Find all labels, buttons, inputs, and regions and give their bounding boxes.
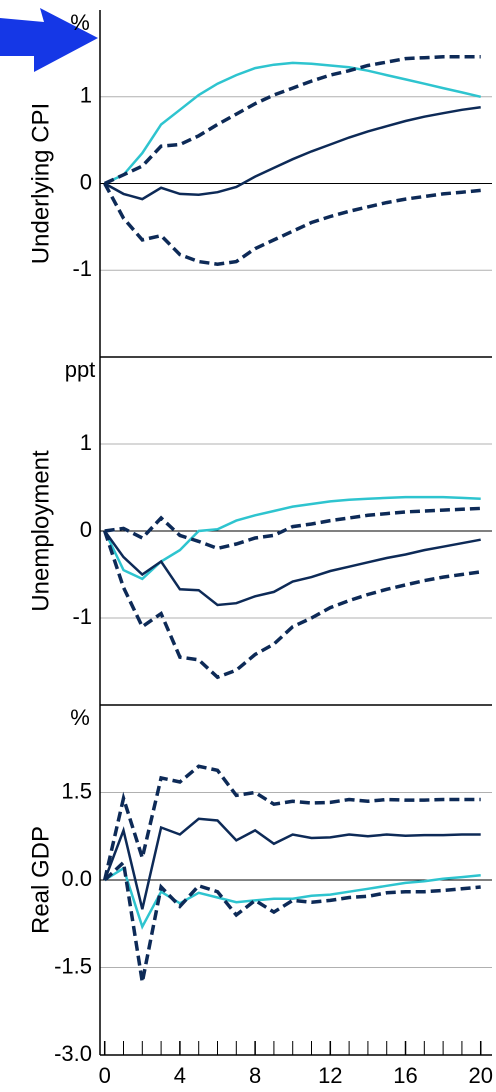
y-tick-label: 1 (80, 83, 92, 108)
y-axis-label: Unemployment (27, 450, 54, 612)
series-line (104, 105, 481, 201)
y-tick-label: 1.5 (61, 778, 92, 803)
y-tick-label: -1 (72, 604, 92, 629)
x-tick-label: 0 (99, 1063, 111, 1088)
series-line (104, 506, 481, 551)
series-line (103, 817, 481, 910)
series-line (104, 866, 481, 930)
x-tick-label: 20 (468, 1063, 492, 1088)
unit-label: ppt (65, 357, 96, 382)
x-tick-label: 8 (249, 1063, 261, 1088)
y-tick-label: 1 (80, 430, 92, 455)
series-line (103, 530, 481, 680)
series-line (103, 858, 481, 983)
y-axis-label: Underlying CPI (27, 103, 54, 264)
y-tick-label: -1 (72, 256, 92, 281)
y-tick-label: 0 (80, 517, 92, 542)
series-line (103, 530, 481, 607)
unit-label: % (70, 10, 90, 35)
unit-label: % (70, 705, 90, 730)
series-line (103, 55, 481, 186)
x-tick-label: 16 (393, 1063, 417, 1088)
x-tick-label: 12 (318, 1063, 342, 1088)
series-line (103, 495, 481, 581)
series-line (104, 61, 481, 185)
x-tick-label: 4 (174, 1063, 186, 1088)
series-line (103, 182, 481, 266)
y-tick-label: 0 (80, 169, 92, 194)
y-axis-label: Real GDP (27, 826, 54, 934)
series-line (102, 764, 481, 881)
y-tick-label: -1.5 (54, 953, 92, 978)
y-tick-label: 0.0 (61, 866, 92, 891)
y-tick-label: -3.0 (54, 1041, 92, 1066)
arrow-icon (0, 8, 98, 72)
